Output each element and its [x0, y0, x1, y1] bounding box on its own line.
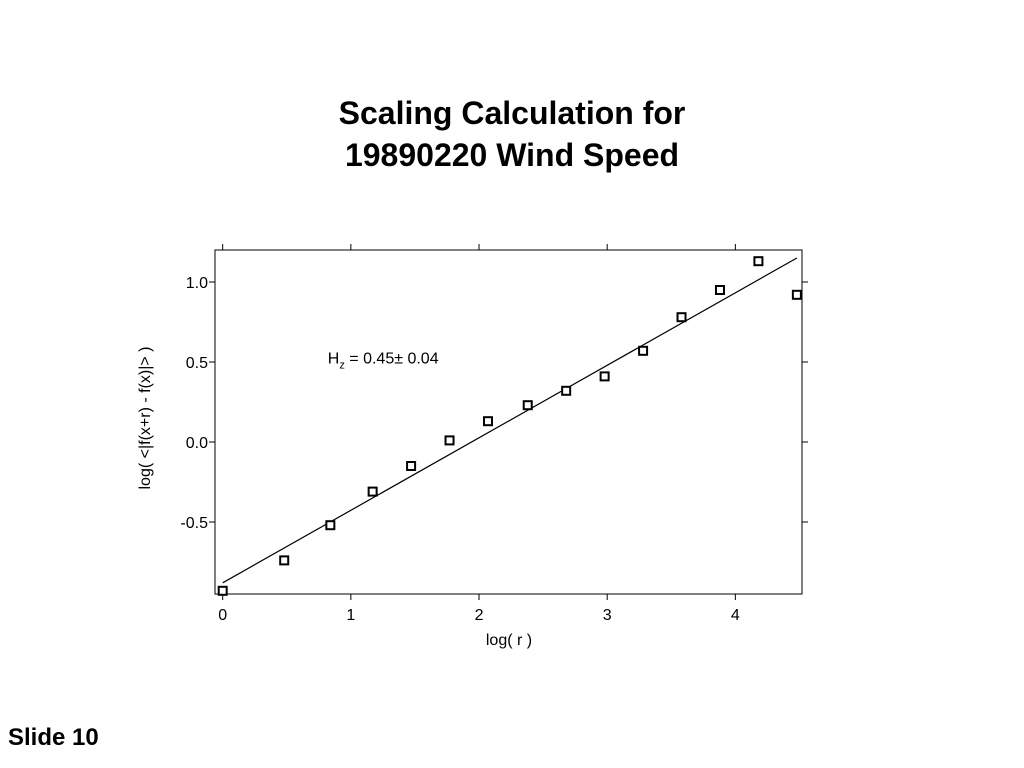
y-tick-label: -0.5 [180, 515, 208, 532]
fit-line [222, 257, 798, 584]
data-point [522, 400, 533, 411]
annotation-text: = 0.45± 0.04 [345, 351, 439, 368]
plot-frame [214, 249, 803, 595]
data-point [599, 371, 610, 382]
slide-title: Scaling Calculation for 19890220 Wind Sp… [0, 92, 1024, 176]
data-point [367, 486, 378, 497]
axis-tick-labels: 0 1 2 3 4 1.0 0.5 0.0 -0.5 [180, 275, 739, 624]
title-line-2: 19890220 Wind Speed [344, 137, 680, 173]
data-point [714, 285, 725, 295]
y-tick-label: 1.0 [186, 275, 208, 292]
hurst-annotation: Hz = 0.45± 0.04 [328, 351, 439, 372]
x-axis-label: log( r ) [486, 632, 532, 649]
x-tick-label: 1 [346, 607, 355, 624]
y-tick-label: 0.0 [186, 435, 208, 452]
data-point [482, 416, 493, 427]
x-tick-label: 0 [218, 607, 227, 624]
data-point [561, 385, 572, 396]
axis-ticks [209, 244, 808, 600]
data-points [217, 256, 802, 596]
data-point [325, 520, 336, 531]
data-point [217, 585, 228, 596]
x-tick-label: 4 [731, 607, 740, 624]
y-tick-label: 0.5 [186, 355, 208, 372]
y-axis-label: log( <|f(x+r) - f(x)|> ) [137, 347, 154, 490]
data-point [279, 555, 290, 566]
slide-number: Slide 10 [8, 724, 99, 751]
x-tick-label: 3 [603, 607, 612, 624]
data-point [444, 435, 455, 446]
annotation-prefix: H [328, 351, 340, 368]
data-point [753, 256, 764, 267]
data-point [406, 461, 417, 471]
data-point [791, 289, 802, 300]
title-line-1: Scaling Calculation for [338, 95, 686, 131]
annotation-subscript: z [339, 360, 345, 372]
data-point [638, 345, 649, 356]
data-point [676, 312, 687, 323]
x-tick-label: 2 [475, 607, 484, 624]
